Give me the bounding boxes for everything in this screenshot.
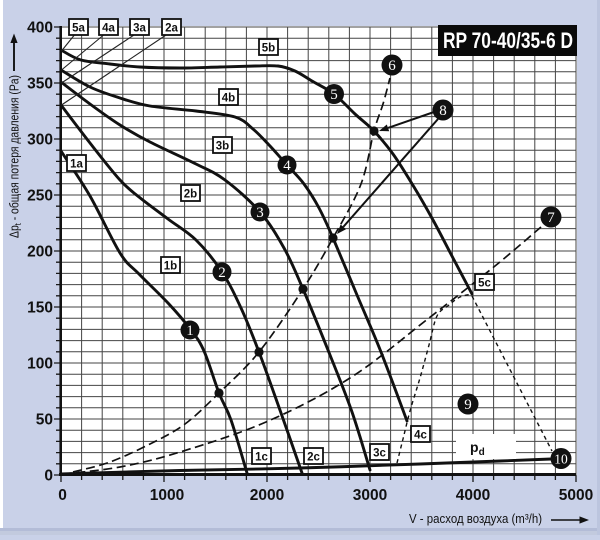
svg-text:1b: 1b <box>164 261 177 273</box>
svg-text:1c: 1c <box>255 452 268 464</box>
svg-text:5b: 5b <box>262 43 275 55</box>
svg-text:4: 4 <box>283 158 291 174</box>
svg-text:5000: 5000 <box>559 487 593 504</box>
svg-text:2: 2 <box>218 265 226 281</box>
svg-text:9: 9 <box>464 397 472 413</box>
svg-text:3b: 3b <box>216 141 229 153</box>
svg-text:V - расход воздуха (m³/h): V - расход воздуха (m³/h) <box>409 511 542 526</box>
svg-text:3000: 3000 <box>353 487 387 504</box>
svg-text:Δpt - общая потеря давления (P: Δpt - общая потеря давления (Pa) <box>8 75 24 238</box>
svg-text:4000: 4000 <box>456 487 490 504</box>
svg-text:2c: 2c <box>307 452 320 464</box>
svg-text:0: 0 <box>44 468 53 485</box>
svg-text:250: 250 <box>27 188 53 205</box>
svg-text:5: 5 <box>330 87 338 103</box>
svg-text:8: 8 <box>439 103 447 119</box>
svg-text:4c: 4c <box>414 430 427 442</box>
svg-text:RP 70-40/35-6 D: RP 70-40/35-6 D <box>443 28 573 53</box>
svg-text:350: 350 <box>27 76 53 93</box>
svg-text:2000: 2000 <box>250 487 284 504</box>
svg-text:5c: 5c <box>478 278 491 290</box>
svg-text:300: 300 <box>27 132 53 149</box>
svg-text:5a: 5a <box>72 23 85 35</box>
svg-text:1: 1 <box>186 323 194 339</box>
svg-text:4a: 4a <box>102 23 115 35</box>
svg-text:4b: 4b <box>222 93 235 105</box>
svg-text:2a: 2a <box>165 23 178 35</box>
svg-text:200: 200 <box>27 244 53 261</box>
svg-text:3c: 3c <box>373 448 386 460</box>
svg-text:50: 50 <box>36 412 53 429</box>
svg-text:3: 3 <box>256 205 264 221</box>
svg-text:6: 6 <box>388 58 396 74</box>
svg-text:2b: 2b <box>184 189 197 201</box>
svg-text:400: 400 <box>27 20 53 37</box>
svg-text:1000: 1000 <box>150 487 184 504</box>
svg-text:3a: 3a <box>133 23 146 35</box>
svg-text:10: 10 <box>554 452 568 467</box>
svg-text:0: 0 <box>58 487 67 504</box>
svg-text:7: 7 <box>547 210 555 226</box>
svg-text:100: 100 <box>27 356 53 373</box>
svg-text:1a: 1a <box>70 159 83 171</box>
svg-text:150: 150 <box>27 300 53 317</box>
